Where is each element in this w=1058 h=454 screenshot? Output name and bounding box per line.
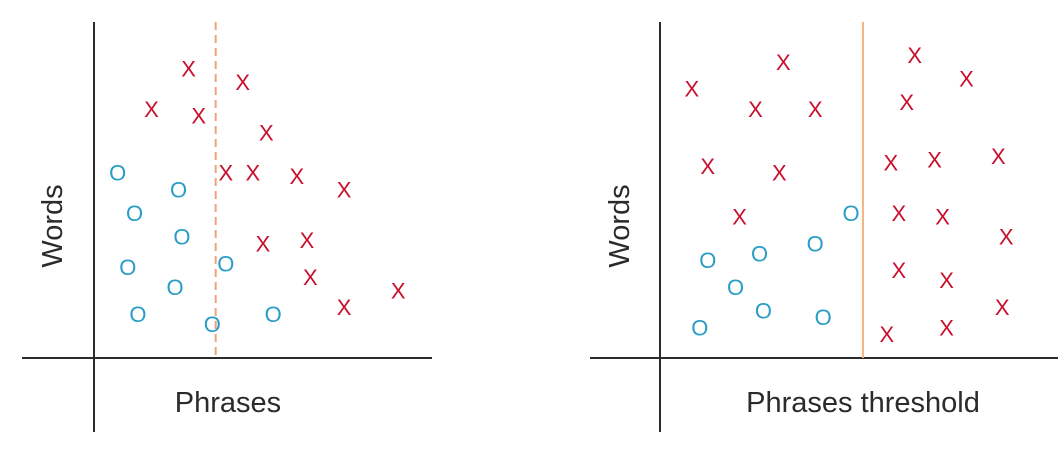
- right-x-marker: X: [891, 201, 906, 226]
- left-x-marker: X: [300, 228, 315, 253]
- right-o-marker: O: [842, 201, 859, 226]
- right-o-marker: O: [699, 248, 716, 273]
- right-o-marker: O: [751, 241, 768, 266]
- left-x-marker: X: [235, 70, 250, 95]
- left-x-marker: X: [191, 104, 206, 129]
- left-x-marker: X: [337, 178, 352, 203]
- left-o-marker: O: [217, 251, 234, 276]
- right-x-marker: X: [732, 204, 747, 229]
- right-o-marker: O: [807, 231, 824, 256]
- right-x-marker: X: [959, 67, 974, 92]
- left-o-marker: O: [129, 302, 146, 327]
- right-o-marker: O: [727, 275, 744, 300]
- left-y-axis-label: Words: [37, 184, 69, 267]
- left-o-marker: O: [265, 302, 282, 327]
- left-x-marker: X: [391, 278, 406, 303]
- left-x-marker: X: [144, 97, 159, 122]
- left-o-marker: O: [119, 255, 136, 280]
- right-x-marker: X: [907, 43, 922, 68]
- left-x-marker: X: [256, 231, 271, 256]
- left-o-marker: O: [126, 201, 143, 226]
- left-x-marker: X: [289, 164, 304, 189]
- right-x-axis-label: Phrases threshold: [746, 387, 980, 419]
- right-x-marker: X: [883, 151, 898, 176]
- left-o-marker: O: [167, 275, 184, 300]
- right-x-marker: X: [700, 154, 715, 179]
- left-o-marker: O: [204, 312, 221, 337]
- right-o-marker: O: [815, 305, 832, 330]
- right-x-marker: X: [748, 97, 763, 122]
- right-x-marker: X: [935, 204, 950, 229]
- right-x-marker: X: [772, 161, 787, 186]
- left-o-marker: O: [173, 225, 190, 250]
- right-x-marker: X: [891, 258, 906, 283]
- right-x-marker: X: [995, 295, 1010, 320]
- left-x-marker: X: [181, 57, 196, 82]
- left-x-marker: X: [303, 265, 318, 290]
- right-o-marker: O: [755, 298, 772, 323]
- left-x-marker: X: [259, 120, 274, 145]
- right-y-axis-label: Words: [604, 184, 636, 267]
- left-x-marker: X: [337, 295, 352, 320]
- right-x-marker: X: [776, 50, 791, 75]
- right-x-marker: X: [991, 144, 1006, 169]
- left-x-axis-label: Phrases: [175, 387, 281, 419]
- left-o-marker: O: [109, 161, 126, 186]
- left-o-marker: O: [170, 178, 187, 203]
- right-x-marker: X: [939, 268, 954, 293]
- left-x-marker: X: [218, 161, 233, 186]
- right-x-marker: X: [939, 315, 954, 340]
- right-x-marker: X: [684, 77, 699, 102]
- left-x-marker: X: [246, 161, 261, 186]
- right-x-marker: X: [808, 97, 823, 122]
- right-o-marker: O: [691, 315, 708, 340]
- right-x-marker: X: [880, 322, 895, 347]
- right-x-marker: X: [999, 225, 1014, 250]
- right-x-marker: X: [899, 90, 914, 115]
- right-x-marker: X: [927, 147, 942, 172]
